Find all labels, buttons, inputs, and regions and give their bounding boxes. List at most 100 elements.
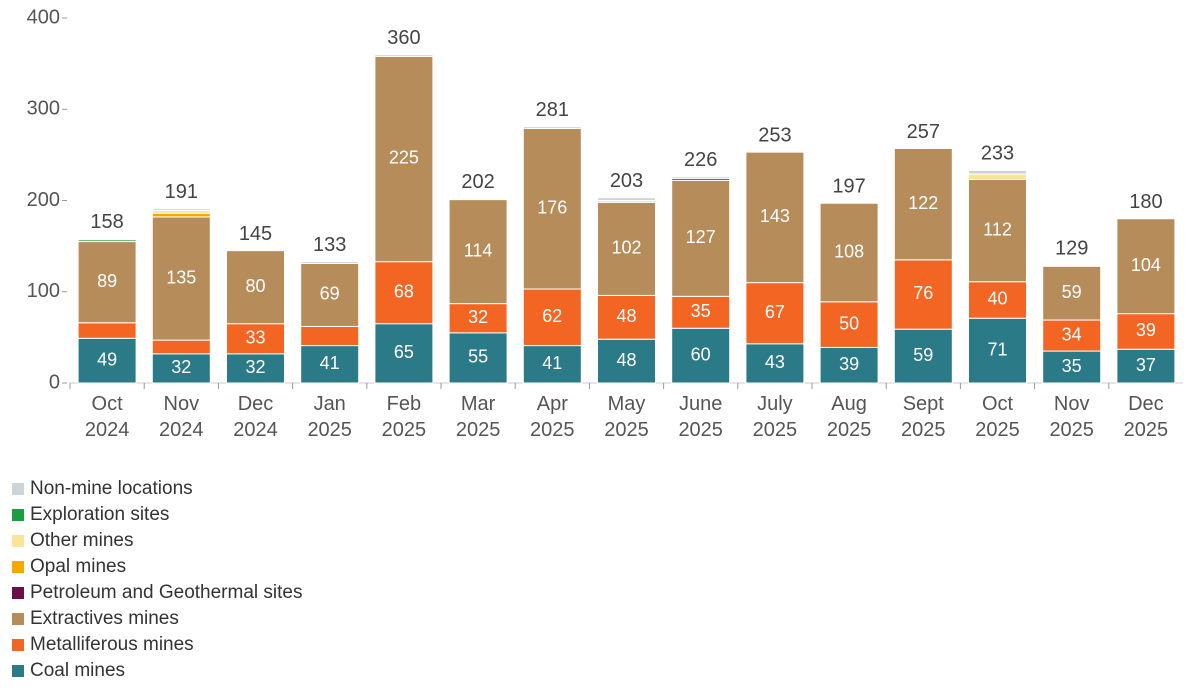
- x-tick-label: Oct 2025: [975, 393, 1020, 441]
- x-tick-label: July 2025: [753, 393, 798, 441]
- x-tick-label-line: Nov: [1054, 393, 1090, 415]
- segment-label: 108: [834, 241, 864, 261]
- x-tick-label: June 2025: [678, 393, 723, 441]
- x-tick-label-line: Nov: [164, 393, 200, 415]
- x-tick-label-line: Feb: [387, 393, 421, 415]
- bar-segment: [522, 345, 582, 384]
- bar-segment: [745, 343, 805, 384]
- x-tick-label-line: Oct: [982, 393, 1014, 415]
- x-tick-label: Nov 2024: [159, 393, 204, 441]
- bar-segment: [151, 339, 211, 355]
- segment-label: 32: [171, 357, 191, 377]
- total-label: 253: [758, 124, 791, 146]
- x-tick-label-line: 2025: [530, 419, 575, 441]
- total-label: 257: [907, 121, 940, 143]
- legend-swatch: [12, 587, 24, 599]
- total-label: 133: [313, 234, 346, 256]
- segment-label: 59: [1062, 282, 1082, 302]
- x-tick-label-line: 2025: [975, 419, 1020, 441]
- segment-label: 225: [389, 148, 419, 168]
- segment-label: 59: [913, 345, 933, 365]
- bar-segment: [893, 259, 953, 330]
- segment-label: 43: [765, 352, 785, 372]
- segment-label: 34: [1062, 324, 1082, 344]
- bar-segment: [968, 317, 1027, 384]
- segment-label: 41: [320, 353, 340, 373]
- bar-segment: [151, 208, 211, 212]
- y-tick-label: 200: [27, 189, 60, 211]
- x-tick-label: Apr 2025: [530, 393, 575, 441]
- x-tick-label-line: Aug: [831, 393, 867, 415]
- segment-label: 127: [686, 227, 716, 247]
- bar-segment: [522, 127, 582, 290]
- segment-label: 80: [245, 276, 265, 296]
- x-tick-label-line: 2025: [456, 419, 501, 441]
- bar-segment: [1042, 264, 1102, 267]
- segment-label: 143: [760, 206, 790, 226]
- legend-swatch: [12, 665, 24, 677]
- x-tick-label-line: 2024: [85, 419, 130, 441]
- segment-label: 69: [320, 284, 340, 304]
- segment-label: 55: [468, 347, 488, 367]
- bar-segment: [597, 201, 656, 296]
- x-tick-label-line: 2025: [604, 419, 649, 441]
- x-tick-label-line: June: [679, 393, 722, 415]
- x-tick-label-line: Dec: [238, 393, 274, 415]
- segment-label: 62: [542, 306, 562, 326]
- bar-segment: [597, 294, 656, 340]
- bar-segment: [893, 147, 953, 261]
- bar-segment: [671, 176, 731, 180]
- segment-label: 48: [616, 350, 636, 370]
- x-tick-label-line: 2025: [1049, 419, 1094, 441]
- segment-label: 37: [1136, 355, 1156, 375]
- legend-label: Non-mine locations: [30, 478, 193, 499]
- x-tick-label-line: 2025: [382, 419, 427, 441]
- y-tick-label: 0: [49, 371, 60, 393]
- x-tick-label: Dec 2024: [233, 393, 278, 441]
- total-label: 158: [90, 211, 123, 233]
- y-tick-label: 300: [27, 98, 60, 120]
- segment-label: 68: [394, 281, 414, 301]
- x-tick-label-line: Mar: [461, 393, 496, 415]
- x-tick-label: Dec 2025: [1124, 393, 1169, 441]
- bar-segment: [819, 346, 879, 384]
- segment-label: 50: [839, 313, 859, 333]
- segment-label: 49: [97, 349, 117, 369]
- total-label: 226: [684, 149, 717, 171]
- x-tick-label: May 2025: [604, 393, 649, 441]
- bar-segment: [300, 262, 360, 327]
- bar-segment: [151, 212, 211, 218]
- segment-label: 33: [245, 327, 265, 347]
- bar-segment: [522, 126, 582, 129]
- y-tick-label: 100: [27, 280, 60, 302]
- segment-label: 35: [1062, 356, 1082, 376]
- segment-label: 135: [166, 267, 196, 287]
- bar-segment: [151, 216, 211, 341]
- total-label: 281: [536, 99, 569, 121]
- segment-label: 48: [616, 306, 636, 326]
- x-tick-label-line: 2024: [159, 419, 204, 441]
- legend-swatch: [12, 509, 24, 521]
- bar-segment: [151, 353, 211, 384]
- x-tick-label-line: Oct: [92, 393, 124, 415]
- bar-segment: [968, 179, 1027, 283]
- bar-segment: [968, 281, 1027, 319]
- x-tick-label-line: 2025: [827, 419, 872, 441]
- legend-label: Petroleum and Geothermal sites: [30, 582, 302, 603]
- bar-segment: [226, 250, 285, 325]
- x-tick-label: Nov 2025: [1049, 393, 1094, 441]
- segment-label: 39: [1136, 320, 1156, 340]
- segment-label: 104: [1131, 255, 1161, 275]
- bar-segment: [448, 198, 508, 201]
- bar-segment: [300, 261, 360, 264]
- x-tick-label-line: Dec: [1128, 393, 1164, 415]
- segment-label: 40: [987, 289, 1007, 309]
- x-tick-label: Jan 2025: [307, 393, 352, 441]
- segment-label: 41: [542, 353, 562, 373]
- bar-segment: [819, 202, 879, 303]
- legend-swatch: [12, 639, 24, 651]
- bar-segment: [77, 241, 137, 324]
- legend-swatch: [12, 613, 24, 625]
- legend-label: Extractives mines: [30, 608, 179, 629]
- bar-segment: [374, 261, 434, 325]
